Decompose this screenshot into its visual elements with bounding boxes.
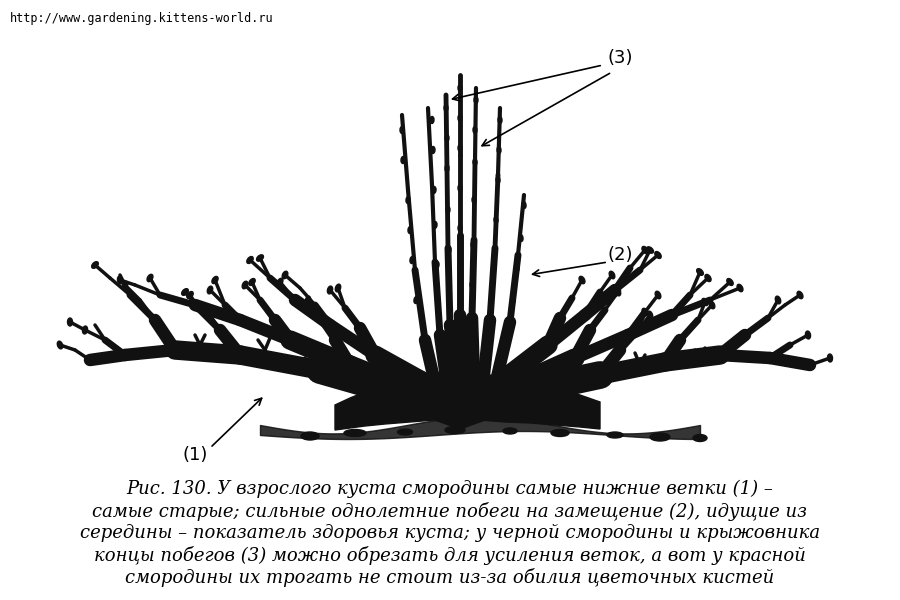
Ellipse shape	[616, 288, 621, 296]
Ellipse shape	[709, 301, 715, 309]
Ellipse shape	[445, 134, 449, 142]
Ellipse shape	[444, 104, 448, 112]
Ellipse shape	[474, 97, 478, 103]
Ellipse shape	[447, 281, 451, 289]
Ellipse shape	[147, 274, 153, 281]
Polygon shape	[335, 370, 600, 430]
Ellipse shape	[458, 265, 462, 271]
Ellipse shape	[400, 127, 404, 133]
Ellipse shape	[445, 164, 449, 172]
Ellipse shape	[519, 235, 523, 241]
Ellipse shape	[551, 430, 569, 437]
Ellipse shape	[277, 278, 283, 286]
Ellipse shape	[655, 291, 661, 299]
Ellipse shape	[436, 296, 440, 304]
Ellipse shape	[737, 284, 742, 292]
Ellipse shape	[697, 269, 703, 275]
Ellipse shape	[492, 257, 496, 263]
Ellipse shape	[496, 176, 500, 184]
Ellipse shape	[68, 318, 73, 326]
Ellipse shape	[445, 427, 465, 433]
Ellipse shape	[92, 262, 98, 268]
Ellipse shape	[511, 296, 515, 304]
Ellipse shape	[248, 278, 256, 286]
Ellipse shape	[642, 247, 648, 254]
Ellipse shape	[693, 434, 707, 442]
Text: самые старые; сильные однолетние побеги на замещение (2), идущие из: самые старые; сильные однолетние побеги …	[93, 502, 807, 521]
Ellipse shape	[432, 187, 436, 193]
Ellipse shape	[727, 278, 734, 286]
Ellipse shape	[705, 274, 711, 281]
Ellipse shape	[301, 432, 319, 440]
Ellipse shape	[458, 224, 462, 232]
Ellipse shape	[446, 206, 450, 214]
Text: смородины их трогать не стоит из-за обилия цветочных кистей: смородины их трогать не стоит из-за обил…	[125, 568, 775, 587]
Ellipse shape	[647, 311, 652, 319]
Ellipse shape	[305, 296, 310, 304]
Ellipse shape	[430, 116, 434, 124]
Ellipse shape	[117, 276, 122, 284]
Text: середины – показатель здоровья куста; у черной смородины и крыжовника: середины – показатель здоровья куста; у …	[80, 524, 820, 542]
Ellipse shape	[122, 281, 128, 289]
Ellipse shape	[646, 247, 653, 253]
Ellipse shape	[256, 255, 264, 261]
Ellipse shape	[406, 197, 410, 203]
Ellipse shape	[414, 296, 418, 304]
Ellipse shape	[401, 157, 405, 163]
Ellipse shape	[458, 185, 462, 191]
Ellipse shape	[410, 257, 414, 263]
Ellipse shape	[503, 428, 517, 434]
Ellipse shape	[344, 430, 366, 437]
Ellipse shape	[522, 202, 526, 208]
Ellipse shape	[609, 271, 615, 279]
Ellipse shape	[650, 433, 670, 441]
Ellipse shape	[433, 221, 437, 229]
Ellipse shape	[431, 146, 435, 154]
Ellipse shape	[58, 341, 63, 349]
Ellipse shape	[283, 271, 288, 279]
Ellipse shape	[775, 296, 780, 304]
Ellipse shape	[398, 429, 412, 435]
Text: Рис. 130. У взрослого куста смородины самые нижние ветки (1) –: Рис. 130. У взрослого куста смородины са…	[127, 480, 773, 498]
Ellipse shape	[458, 145, 462, 151]
Ellipse shape	[607, 432, 623, 438]
Ellipse shape	[702, 298, 708, 305]
Ellipse shape	[498, 116, 502, 124]
Ellipse shape	[494, 217, 498, 223]
Ellipse shape	[212, 277, 218, 284]
Ellipse shape	[336, 284, 341, 292]
Ellipse shape	[579, 277, 585, 284]
Ellipse shape	[642, 308, 648, 316]
Ellipse shape	[83, 326, 87, 334]
Ellipse shape	[408, 227, 412, 233]
Ellipse shape	[655, 251, 661, 259]
Ellipse shape	[458, 115, 462, 121]
Ellipse shape	[470, 281, 474, 289]
Text: (1): (1)	[183, 446, 208, 464]
Text: концы побегов (3) можно обрезать для усиления веток, а вот у красной: концы побегов (3) можно обрезать для уси…	[94, 546, 806, 565]
Ellipse shape	[471, 242, 475, 248]
Ellipse shape	[473, 158, 477, 166]
Ellipse shape	[207, 286, 212, 294]
Ellipse shape	[247, 257, 253, 263]
Text: http://www.gardening.kittens-world.ru: http://www.gardening.kittens-world.ru	[10, 12, 274, 25]
Ellipse shape	[515, 265, 519, 271]
Ellipse shape	[490, 292, 494, 298]
Ellipse shape	[447, 247, 451, 253]
Ellipse shape	[182, 289, 188, 295]
Ellipse shape	[328, 286, 333, 294]
Ellipse shape	[473, 127, 477, 133]
Ellipse shape	[187, 292, 194, 298]
Ellipse shape	[458, 85, 462, 91]
Ellipse shape	[497, 146, 501, 154]
Ellipse shape	[242, 281, 248, 289]
Text: (3): (3)	[608, 49, 633, 67]
Ellipse shape	[827, 354, 832, 362]
Ellipse shape	[207, 311, 212, 319]
Ellipse shape	[797, 292, 803, 299]
Text: (2): (2)	[608, 246, 633, 264]
Ellipse shape	[472, 197, 476, 203]
Ellipse shape	[806, 331, 811, 339]
Ellipse shape	[435, 262, 439, 268]
